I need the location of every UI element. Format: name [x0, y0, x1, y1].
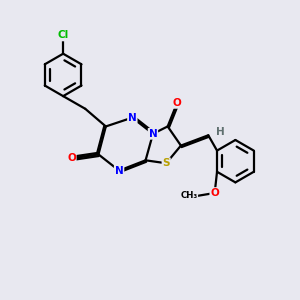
Text: N: N — [128, 112, 137, 123]
Text: CH₃: CH₃ — [180, 191, 197, 200]
Text: Cl: Cl — [58, 31, 69, 40]
Text: H: H — [216, 127, 224, 137]
Text: O: O — [67, 153, 76, 163]
Text: N: N — [115, 166, 124, 176]
Text: N: N — [148, 129, 157, 139]
Text: O: O — [172, 98, 181, 108]
Text: O: O — [210, 188, 219, 198]
Text: S: S — [162, 158, 170, 168]
